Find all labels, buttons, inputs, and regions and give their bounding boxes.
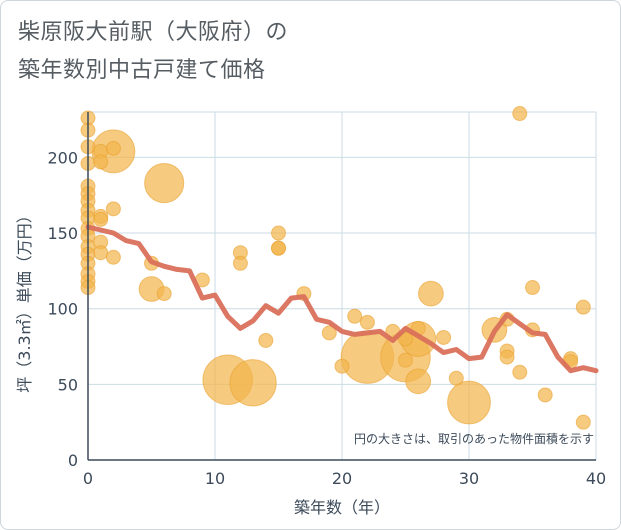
bubble-layer: [80, 106, 591, 430]
bubble-point: [537, 387, 553, 403]
tick-labels: 0 50 100 150 200 0 10 20 30 40: [47, 148, 606, 488]
bubble-point: [512, 106, 528, 122]
y-tick-label: 200: [47, 148, 78, 167]
bubble-point: [105, 140, 121, 156]
bubble-point: [359, 314, 375, 330]
chart-title: 柴原阪大前駅（大阪府）の 築年数別中古戸建て価格: [18, 14, 578, 90]
x-tick-label: 20: [332, 469, 352, 488]
y-tick-label: 0: [68, 451, 78, 470]
chart-note: 円の大きさは、取引のあった物件面積を示す: [354, 431, 594, 446]
axes: [87, 112, 596, 461]
average-line-layer: [85, 224, 599, 374]
bubble-point: [229, 359, 277, 407]
x-tick-label: 10: [205, 469, 225, 488]
bubble-point: [448, 370, 464, 386]
bubble-point: [525, 280, 540, 296]
bubble-point: [418, 280, 444, 307]
x-axis-label: 築年数（年）: [294, 498, 390, 517]
y-tick-label: 100: [47, 300, 78, 319]
y-tick-label: 50: [58, 375, 78, 394]
chart-title-line2: 築年数別中古戸建て価格: [18, 58, 266, 83]
bubble-point: [405, 368, 432, 395]
bubble-point: [93, 245, 109, 261]
bubble-point: [436, 329, 452, 345]
bubble-point: [144, 163, 185, 204]
bubble-point: [575, 299, 591, 315]
bubble-point: [93, 211, 109, 227]
bubble-point: [258, 332, 274, 348]
bubble-point: [499, 349, 515, 365]
x-tick-label: 0: [83, 469, 93, 488]
average-price-line: [85, 224, 599, 374]
chart-title-line1: 柴原阪大前駅（大阪府）の: [18, 20, 289, 45]
bubble-point: [232, 255, 248, 271]
x-tick-label: 30: [459, 469, 479, 488]
bubble-point: [105, 249, 121, 265]
y-tick-label: 150: [47, 224, 78, 243]
bubble-point: [512, 364, 528, 380]
x-tick-label: 40: [586, 469, 606, 488]
bubble-point: [271, 225, 286, 241]
y-axis-label: 坪（3.3㎡）単価（万円）: [15, 207, 34, 392]
bubble-point: [105, 201, 121, 217]
bubble-point: [321, 325, 337, 341]
bubble-point: [156, 286, 172, 302]
bubble-point: [334, 358, 350, 374]
bubble-point: [398, 352, 413, 368]
bubble-point: [347, 308, 363, 324]
bubble-point: [271, 240, 286, 256]
bubble-point: [575, 414, 591, 430]
bubble-point: [447, 380, 491, 425]
bubble-point: [398, 331, 413, 347]
bubble-point: [93, 154, 109, 170]
